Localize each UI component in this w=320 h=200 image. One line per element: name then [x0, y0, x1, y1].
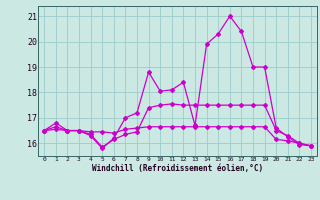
X-axis label: Windchill (Refroidissement éolien,°C): Windchill (Refroidissement éolien,°C)	[92, 164, 263, 173]
